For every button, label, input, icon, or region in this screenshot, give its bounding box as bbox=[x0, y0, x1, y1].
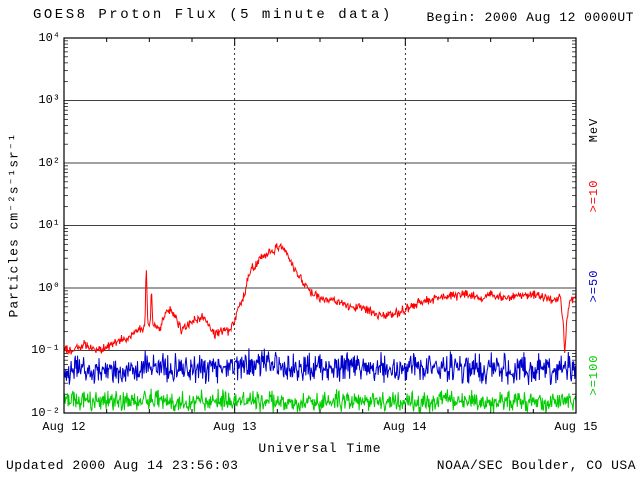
x-tick-label: Aug 12 bbox=[42, 420, 86, 434]
legend-label-ge50: >=50 bbox=[587, 269, 601, 303]
y-tick-label: 10¹ bbox=[38, 218, 60, 232]
y-tick-label: 10⁻¹ bbox=[31, 343, 60, 357]
y-tick-label: 10⁻² bbox=[31, 406, 60, 420]
y-tick-label: 10⁴ bbox=[38, 31, 60, 45]
x-tick-label: Aug 14 bbox=[383, 420, 427, 434]
x-tick-label: Aug 15 bbox=[554, 420, 598, 434]
legend-label-ge10: >=10 bbox=[587, 179, 601, 213]
y-axis-label: Particles cm⁻²s⁻¹sr⁻¹ bbox=[6, 132, 22, 318]
y-tick-label: 10⁰ bbox=[38, 281, 60, 295]
legend-label-ge100: >=100 bbox=[587, 354, 601, 396]
x-tick-label: Aug 13 bbox=[213, 420, 257, 434]
updated-timestamp: Updated 2000 Aug 14 23:56:03 bbox=[6, 458, 239, 473]
y-tick-label: 10² bbox=[38, 156, 60, 170]
legend-label-mev: MeV bbox=[587, 117, 601, 143]
begin-label: Begin: 2000 Aug 12 0000UT bbox=[426, 10, 634, 25]
x-axis-label: Universal Time bbox=[258, 441, 382, 456]
y-tick-label: 10³ bbox=[38, 93, 60, 107]
credit-label: NOAA/SEC Boulder, CO USA bbox=[436, 458, 636, 473]
chart-title: GOES8 Proton Flux (5 minute data) bbox=[33, 7, 393, 23]
